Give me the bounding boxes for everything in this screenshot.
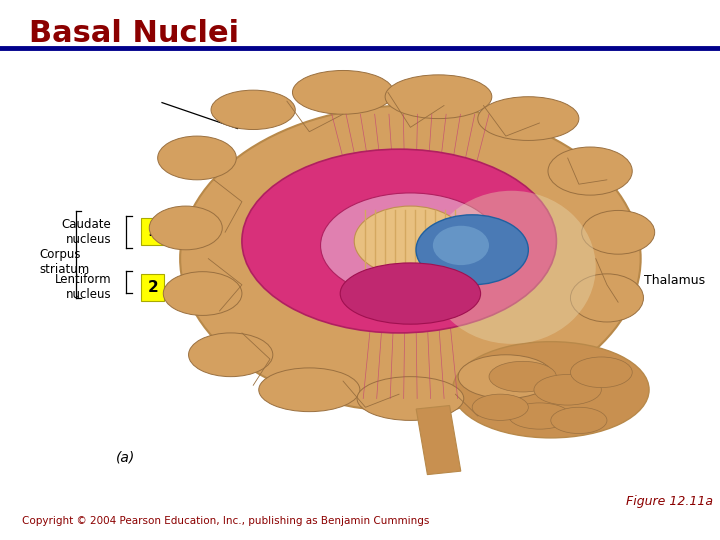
- Text: Caudate
nucleus: Caudate nucleus: [62, 218, 112, 246]
- Ellipse shape: [357, 377, 464, 420]
- Ellipse shape: [452, 342, 649, 438]
- Ellipse shape: [458, 355, 554, 399]
- Ellipse shape: [534, 374, 601, 405]
- Text: Thalamus: Thalamus: [644, 274, 706, 287]
- Ellipse shape: [472, 394, 528, 420]
- Text: 1: 1: [148, 224, 158, 239]
- Ellipse shape: [508, 403, 570, 429]
- Text: Copyright © 2004 Pearson Education, Inc., publishing as Benjamin Cummings: Copyright © 2004 Pearson Education, Inc.…: [22, 516, 429, 526]
- Ellipse shape: [489, 361, 557, 392]
- Ellipse shape: [385, 75, 492, 119]
- Ellipse shape: [416, 215, 528, 285]
- Ellipse shape: [158, 136, 236, 180]
- Ellipse shape: [551, 407, 607, 434]
- Text: Figure 12.11a: Figure 12.11a: [626, 495, 714, 508]
- Text: 2: 2: [148, 280, 158, 295]
- Ellipse shape: [582, 211, 654, 254]
- Ellipse shape: [340, 263, 481, 324]
- FancyBboxPatch shape: [141, 274, 164, 301]
- FancyBboxPatch shape: [141, 218, 164, 245]
- Ellipse shape: [149, 206, 222, 250]
- Ellipse shape: [320, 193, 500, 298]
- Text: Lentiform
nucleus: Lentiform nucleus: [55, 273, 112, 301]
- FancyArrow shape: [416, 406, 461, 475]
- Ellipse shape: [292, 70, 394, 114]
- Ellipse shape: [427, 191, 595, 344]
- Ellipse shape: [433, 226, 489, 265]
- Ellipse shape: [570, 274, 644, 322]
- Ellipse shape: [180, 105, 641, 411]
- Text: Corpus
striatum: Corpus striatum: [40, 248, 90, 276]
- Ellipse shape: [570, 357, 632, 388]
- Ellipse shape: [189, 333, 273, 377]
- Text: Basal Nuclei: Basal Nuclei: [29, 19, 239, 48]
- Ellipse shape: [242, 149, 557, 333]
- Text: (a): (a): [117, 450, 135, 464]
- Ellipse shape: [354, 206, 467, 276]
- Ellipse shape: [478, 97, 579, 140]
- Ellipse shape: [211, 90, 295, 130]
- Ellipse shape: [548, 147, 632, 195]
- Ellipse shape: [163, 272, 242, 315]
- Ellipse shape: [258, 368, 360, 411]
